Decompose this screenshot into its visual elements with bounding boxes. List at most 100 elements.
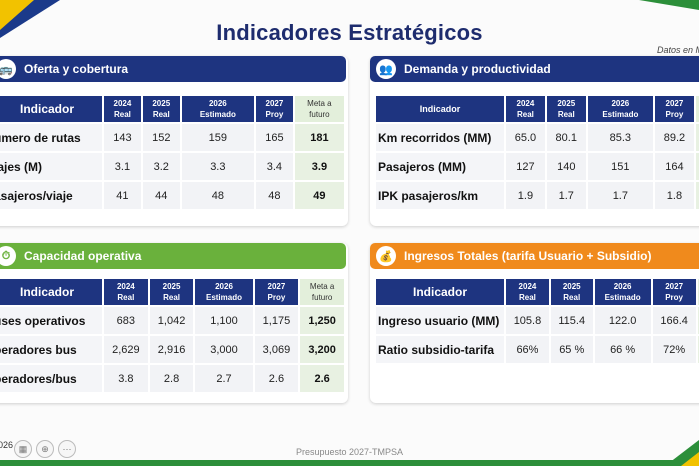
zoom-icon[interactable]: ⊕ xyxy=(36,440,54,458)
cell-meta: 7 xyxy=(697,336,699,363)
cell-value: 166.4 xyxy=(652,307,696,334)
cell-meta: 181 xyxy=(294,124,344,151)
row-label: peradores bus xyxy=(0,336,102,363)
table-capacidad: Indicador 2024 Real 2025 Real 2026 Estimado… xyxy=(0,277,346,394)
cell-value: 1.9 xyxy=(506,182,545,209)
cell-meta xyxy=(695,182,699,209)
row-label: IPK pasajeros/km xyxy=(376,182,504,209)
row-label: Pasajeros (MM) xyxy=(376,153,504,180)
col-indicador: Indicador xyxy=(0,279,102,305)
col-indicador: Indicador xyxy=(0,96,102,122)
panel-title-capacidad: Capacidad operativa xyxy=(24,249,142,263)
row-label: iajes (M) xyxy=(0,153,102,180)
cell-value: 2,916 xyxy=(149,336,194,363)
people-icon: 👥 xyxy=(376,59,396,79)
cell-value: 2.8 xyxy=(149,365,194,392)
cell-value: 165 xyxy=(255,124,293,151)
cell-value: 152 xyxy=(142,124,180,151)
cell-value: 48 xyxy=(255,182,293,209)
panel-title-demanda: Demanda y productividad xyxy=(404,62,551,76)
cell-meta: 1 xyxy=(697,307,699,334)
panel-demanda: 👥 Demanda y productividad Indicador 2024… xyxy=(370,56,699,226)
panel-header-oferta: 🚌 Oferta y cobertura xyxy=(0,56,346,82)
col-meta: Mfu xyxy=(697,279,699,305)
cell-meta: 3,200 xyxy=(300,336,344,363)
more-options-icon[interactable]: ⋯ xyxy=(58,440,76,458)
table-row: Ratio subsidio-tarifa 66% 65 % 66 % 72% … xyxy=(376,336,699,363)
cell-value: 105.8 xyxy=(506,307,549,334)
cell-value: 41 xyxy=(104,182,141,209)
cell-value: 3,000 xyxy=(195,336,253,363)
units-note: Datos en M xyxy=(656,45,699,55)
table-header-row: Indicador 2024 Real 2025 Real 2026 Estimado… xyxy=(0,96,344,122)
corner-decoration-green xyxy=(639,0,699,10)
cell-value: 65.0 xyxy=(506,124,545,151)
cell-value: 3.1 xyxy=(104,153,141,180)
table-row: Pasajeros (MM) 127 140 151 164 xyxy=(376,153,699,180)
cell-value: 1.8 xyxy=(655,182,694,209)
table-row: uses operativos 683 1,042 1,100 1,175 1,… xyxy=(0,307,344,334)
cell-value: 72% xyxy=(652,336,696,363)
row-label: Ingreso usuario (MM) xyxy=(376,307,504,334)
cell-value: 140 xyxy=(546,153,586,180)
cell-value: 151 xyxy=(587,153,653,180)
row-label: Ratio subsidio-tarifa xyxy=(376,336,504,363)
panel-title-ingresos: Ingresos Totales (tarifa Usuario + Subsi… xyxy=(404,249,652,263)
col-2026: 2026 Estimado xyxy=(594,279,651,305)
col-meta: Meta a futuro xyxy=(294,96,344,122)
table-header-row: Indicador 2024 Real 2025 Real 2026 Estimado… xyxy=(0,279,344,305)
col-2026: 2026 Estimado xyxy=(587,96,653,122)
table-row: peradores/bus 3.8 2.8 2.7 2.6 2.6 xyxy=(0,365,344,392)
col-2027: 2027 Proy xyxy=(655,96,694,122)
col-2025: 2025 Real xyxy=(550,279,593,305)
row-label: úmero de rutas xyxy=(0,124,102,151)
table-row: Km recorridos (MM) 65.0 80.1 85.3 89.2 9 xyxy=(376,124,699,151)
col-meta: Meta a futuro xyxy=(300,279,344,305)
cell-value: 3,069 xyxy=(254,336,299,363)
page-number: 026 xyxy=(0,440,14,450)
col-2026: 2026 Estimado xyxy=(195,279,253,305)
cell-value: 159 xyxy=(181,124,254,151)
cell-value: 1,042 xyxy=(149,307,194,334)
table-row: peradores bus 2,629 2,916 3,000 3,069 3,… xyxy=(0,336,344,363)
col-2026: 2026 Estimado xyxy=(181,96,254,122)
col-2025: 2025 Real xyxy=(546,96,586,122)
cell-value: 2.6 xyxy=(254,365,299,392)
row-label: peradores/bus xyxy=(0,365,102,392)
col-2024: 2024 Real xyxy=(104,96,141,122)
cell-meta: 3.9 xyxy=(294,153,344,180)
gauge-icon: ⏱ xyxy=(0,246,16,266)
cell-value: 122.0 xyxy=(594,307,651,334)
cell-value: 80.1 xyxy=(546,124,586,151)
col-2024: 2024 Real xyxy=(104,279,148,305)
cell-value: 3.4 xyxy=(255,153,293,180)
panel-header-capacidad: ⏱ Capacidad operativa xyxy=(0,243,346,269)
table-row: asajeros/viaje 41 44 48 48 49 xyxy=(0,182,344,209)
panel-header-demanda: 👥 Demanda y productividad xyxy=(370,56,699,82)
cell-value: 2.7 xyxy=(195,365,253,392)
col-2024: 2024 Real xyxy=(506,279,549,305)
table-row: úmero de rutas 143 152 159 165 181 xyxy=(0,124,344,151)
table-ingresos: Indicador 2024 Real 2025 Real 2026 Estimado… xyxy=(374,277,699,365)
table-header-row: Indicador 2024 Real 2025 Real 2026 Estimado… xyxy=(376,96,699,122)
cell-meta: 2.6 xyxy=(300,365,344,392)
col-2025: 2025 Real xyxy=(149,279,194,305)
col-2024: 2024 Real xyxy=(506,96,545,122)
col-2025: 2025 Real xyxy=(142,96,180,122)
cell-value: 44 xyxy=(142,182,180,209)
panel-ingresos: 💰 Ingresos Totales (tarifa Usuario + Sub… xyxy=(370,243,699,403)
cell-value: 89.2 xyxy=(655,124,694,151)
slide-tools-button[interactable]: ▦ xyxy=(14,440,32,458)
cell-meta: 1,250 xyxy=(300,307,344,334)
cell-value: 2,629 xyxy=(104,336,148,363)
cell-value: 1,175 xyxy=(254,307,299,334)
table-row: iajes (M) 3.1 3.2 3.3 3.4 3.9 xyxy=(0,153,344,180)
col-indicador: Indicador xyxy=(376,96,504,122)
row-label: uses operativos xyxy=(0,307,102,334)
cell-value: 1,100 xyxy=(195,307,253,334)
cell-value: 66 % xyxy=(594,336,651,363)
money-bag-icon: 💰 xyxy=(376,246,396,266)
panel-capacidad: ⏱ Capacidad operativa Indicador 2024 Real… xyxy=(0,243,348,403)
cell-meta: 49 xyxy=(294,182,344,209)
